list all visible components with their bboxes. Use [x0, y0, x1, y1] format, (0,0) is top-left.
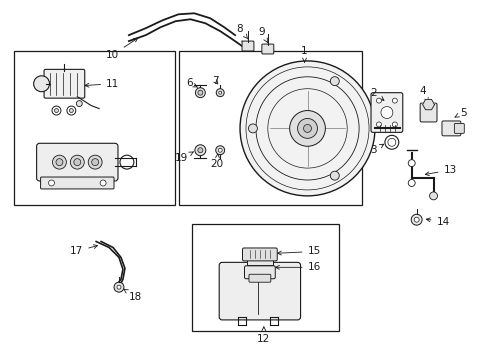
Circle shape [196, 88, 205, 98]
Circle shape [388, 138, 396, 146]
Circle shape [52, 155, 66, 169]
Circle shape [114, 282, 124, 292]
Circle shape [330, 77, 339, 86]
Circle shape [216, 89, 224, 96]
Circle shape [195, 145, 206, 156]
Text: 13: 13 [425, 165, 457, 176]
FancyBboxPatch shape [242, 41, 254, 51]
Text: 10: 10 [106, 38, 138, 60]
Text: 4: 4 [419, 86, 428, 102]
Text: 12: 12 [257, 327, 270, 344]
Text: 14: 14 [426, 217, 450, 227]
Circle shape [408, 159, 415, 167]
Circle shape [76, 100, 82, 107]
Polygon shape [422, 99, 435, 110]
Circle shape [216, 146, 224, 155]
FancyBboxPatch shape [44, 69, 85, 98]
Circle shape [92, 159, 98, 166]
Circle shape [240, 61, 375, 196]
Text: 19: 19 [175, 152, 194, 163]
FancyBboxPatch shape [454, 123, 465, 133]
Circle shape [303, 125, 312, 132]
Bar [178, 51, 362, 205]
Bar [193, 224, 339, 331]
Text: 2: 2 [370, 88, 384, 100]
Text: 11: 11 [85, 79, 120, 89]
Circle shape [198, 90, 203, 95]
Circle shape [74, 159, 81, 166]
FancyBboxPatch shape [442, 121, 461, 136]
Circle shape [330, 171, 339, 180]
Circle shape [218, 148, 222, 152]
Circle shape [297, 118, 318, 138]
FancyBboxPatch shape [371, 93, 403, 132]
Circle shape [290, 111, 325, 146]
Circle shape [219, 91, 221, 94]
Text: 16: 16 [275, 262, 321, 272]
Text: 9: 9 [259, 27, 268, 42]
Text: 6: 6 [186, 78, 197, 88]
Circle shape [430, 192, 438, 200]
Circle shape [198, 148, 203, 153]
FancyBboxPatch shape [262, 44, 274, 54]
Circle shape [392, 98, 397, 103]
FancyBboxPatch shape [245, 266, 275, 279]
Text: 8: 8 [237, 24, 248, 39]
Circle shape [392, 122, 397, 127]
Circle shape [376, 98, 381, 103]
Circle shape [414, 217, 419, 222]
Circle shape [71, 155, 84, 169]
Circle shape [70, 109, 74, 113]
FancyBboxPatch shape [41, 177, 114, 189]
Circle shape [408, 180, 415, 186]
Text: 7: 7 [212, 76, 219, 86]
Circle shape [117, 285, 121, 289]
Text: 18: 18 [123, 289, 142, 302]
Circle shape [88, 155, 102, 169]
FancyBboxPatch shape [249, 274, 271, 282]
Circle shape [34, 76, 49, 92]
Circle shape [381, 107, 393, 118]
FancyBboxPatch shape [420, 103, 437, 122]
Text: 3: 3 [370, 144, 384, 155]
Text: 17: 17 [70, 245, 98, 256]
Bar [14, 51, 174, 205]
Text: 5: 5 [455, 108, 467, 117]
FancyBboxPatch shape [243, 248, 277, 261]
Circle shape [54, 109, 58, 113]
Text: 15: 15 [277, 247, 321, 256]
Bar [247, 260, 273, 265]
Circle shape [411, 214, 422, 225]
Circle shape [56, 159, 63, 166]
Circle shape [100, 180, 106, 186]
Circle shape [376, 122, 381, 127]
FancyBboxPatch shape [219, 262, 300, 320]
Circle shape [248, 124, 257, 133]
Circle shape [49, 180, 54, 186]
Text: 1: 1 [301, 46, 308, 62]
Text: 20: 20 [210, 153, 223, 169]
FancyBboxPatch shape [37, 143, 118, 181]
